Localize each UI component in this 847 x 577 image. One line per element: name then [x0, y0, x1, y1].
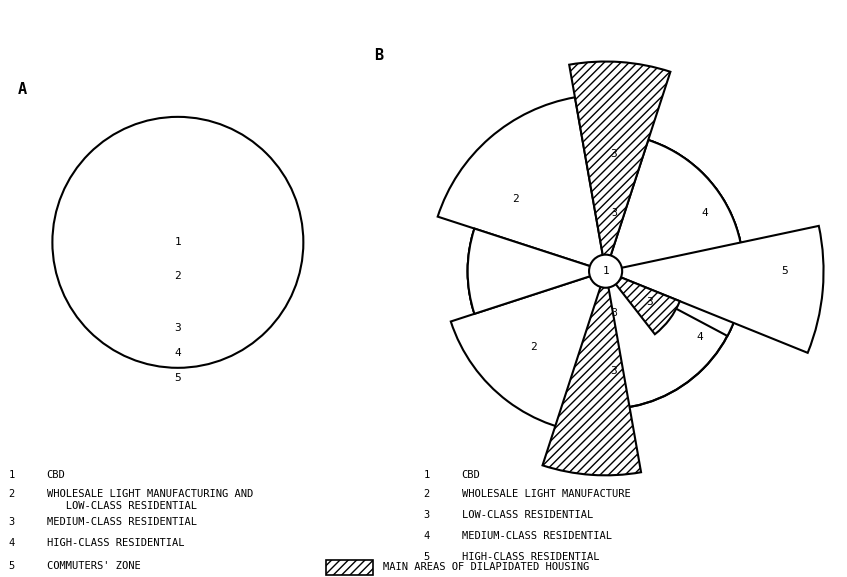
Circle shape [105, 170, 251, 315]
Text: 3: 3 [8, 517, 14, 527]
Wedge shape [451, 271, 606, 434]
Circle shape [133, 197, 223, 287]
Text: 1: 1 [8, 470, 14, 479]
Circle shape [80, 144, 276, 340]
Text: MAIN AREAS OF DILAPIDATED HOUSING: MAIN AREAS OF DILAPIDATED HOUSING [383, 562, 590, 572]
Text: 3: 3 [424, 510, 429, 520]
Text: CBD: CBD [462, 470, 480, 479]
Text: 3: 3 [611, 365, 617, 376]
Wedge shape [606, 226, 823, 353]
Text: 2: 2 [174, 271, 181, 281]
Wedge shape [606, 140, 744, 336]
Text: A: A [17, 82, 26, 97]
Text: 2: 2 [424, 489, 429, 499]
Wedge shape [569, 62, 670, 271]
Text: 4: 4 [424, 531, 429, 541]
Circle shape [468, 133, 744, 409]
Wedge shape [468, 228, 606, 314]
Text: 1: 1 [174, 237, 181, 248]
Text: 3: 3 [174, 323, 181, 333]
Text: 4: 4 [8, 538, 14, 548]
Text: 3: 3 [611, 208, 617, 218]
Text: 5: 5 [424, 552, 429, 561]
Text: 3: 3 [611, 308, 617, 317]
Text: 2: 2 [512, 194, 519, 204]
Text: MEDIUM-CLASS RESIDENTIAL: MEDIUM-CLASS RESIDENTIAL [462, 531, 612, 541]
Text: 2: 2 [8, 489, 14, 499]
Wedge shape [606, 271, 680, 334]
Circle shape [155, 220, 201, 265]
Circle shape [53, 117, 303, 368]
Text: CBD: CBD [47, 470, 65, 479]
Text: 2: 2 [530, 342, 537, 352]
Text: B: B [374, 48, 383, 63]
Text: HIGH-CLASS RESIDENTIAL: HIGH-CLASS RESIDENTIAL [47, 538, 184, 548]
Text: MEDIUM-CLASS RESIDENTIAL: MEDIUM-CLASS RESIDENTIAL [47, 517, 197, 527]
Text: 5: 5 [8, 561, 14, 571]
Text: 5: 5 [174, 373, 181, 383]
Text: 4: 4 [701, 208, 708, 218]
Text: HIGH-CLASS RESIDENTIAL: HIGH-CLASS RESIDENTIAL [462, 552, 599, 561]
Text: 4: 4 [696, 332, 703, 342]
Bar [326, 560, 373, 575]
Circle shape [589, 254, 623, 288]
Text: COMMUTERS' ZONE: COMMUTERS' ZONE [47, 561, 141, 571]
Wedge shape [438, 98, 606, 271]
Text: 1: 1 [424, 470, 429, 479]
Text: WHOLESALE LIGHT MANUFACTURE: WHOLESALE LIGHT MANUFACTURE [462, 489, 630, 499]
Text: 4: 4 [174, 348, 181, 358]
Text: 5: 5 [782, 266, 789, 276]
Wedge shape [543, 271, 641, 475]
Text: WHOLESALE LIGHT MANUFACTURING AND
   LOW-CLASS RESIDENTIAL: WHOLESALE LIGHT MANUFACTURING AND LOW-CL… [47, 489, 253, 511]
Text: LOW-CLASS RESIDENTIAL: LOW-CLASS RESIDENTIAL [462, 510, 593, 520]
Text: 3: 3 [646, 297, 653, 306]
Text: 1: 1 [602, 266, 609, 276]
Text: 3: 3 [611, 149, 617, 159]
